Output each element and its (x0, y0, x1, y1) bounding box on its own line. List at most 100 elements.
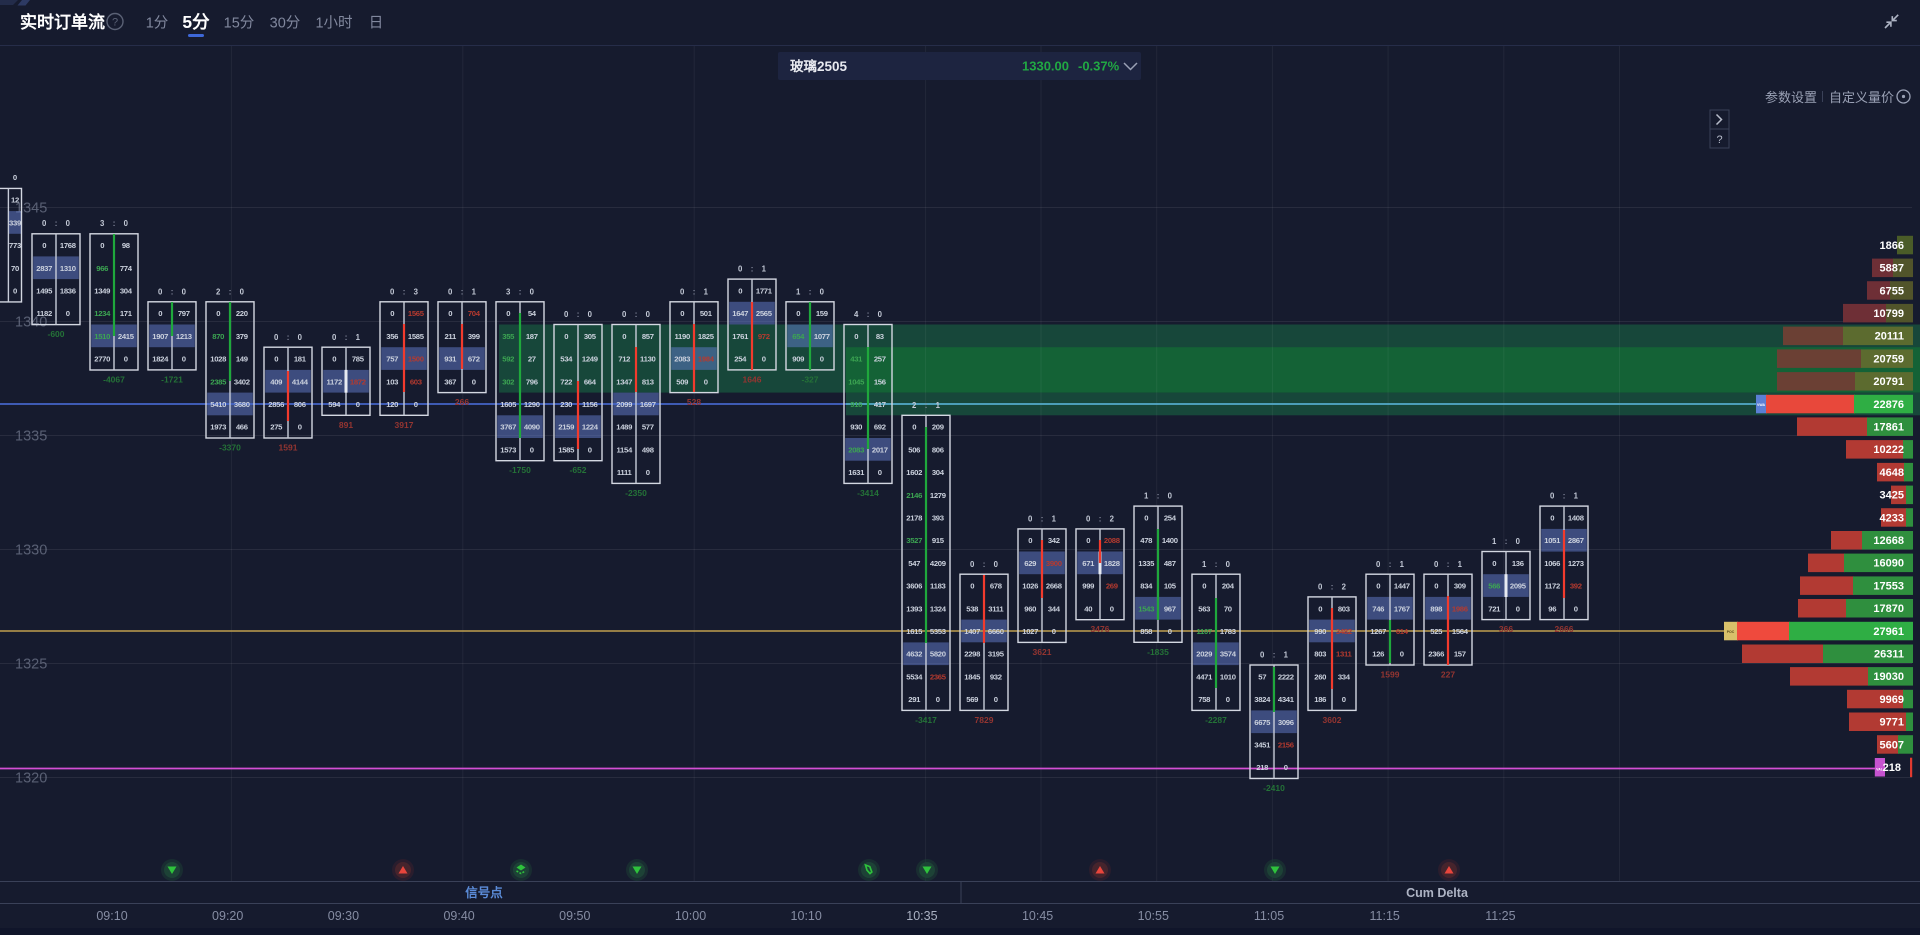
svg-text:4144: 4144 (292, 377, 309, 386)
svg-text:10:55: 10:55 (1138, 909, 1169, 923)
svg-text:3602: 3602 (1323, 715, 1342, 725)
svg-text:0: 0 (1318, 582, 1323, 591)
svg-text:664: 664 (584, 377, 597, 386)
svg-text:990: 990 (1314, 627, 1326, 636)
svg-text:26311: 26311 (1874, 649, 1904, 661)
svg-text:834: 834 (1140, 582, 1153, 591)
svg-text:20759: 20759 (1873, 353, 1904, 365)
svg-text:1573: 1573 (500, 445, 516, 454)
svg-text:257: 257 (874, 355, 886, 364)
svg-text::: : (983, 560, 986, 569)
svg-text:6675: 6675 (1254, 718, 1271, 727)
svg-text:10:45: 10:45 (1022, 909, 1053, 923)
svg-text::: : (1331, 582, 1334, 591)
svg-text:2083: 2083 (674, 355, 690, 364)
svg-text:0: 0 (796, 309, 800, 318)
svg-text:0: 0 (124, 219, 129, 228)
svg-text:4632: 4632 (906, 650, 922, 659)
svg-text:1051: 1051 (1544, 536, 1561, 545)
svg-text:466: 466 (236, 423, 248, 432)
svg-text:1: 1 (1202, 560, 1207, 569)
svg-text:1564: 1564 (1452, 627, 1469, 636)
svg-text:5410: 5410 (210, 400, 226, 409)
svg-text::: : (925, 401, 928, 410)
svg-text:9771: 9771 (1880, 717, 1904, 729)
svg-text:0: 0 (1318, 604, 1322, 613)
svg-text:1631: 1631 (848, 468, 865, 477)
svg-text:0: 0 (738, 265, 743, 274)
svg-text:1279: 1279 (930, 491, 946, 500)
svg-text::: : (635, 310, 638, 319)
svg-text:1: 1 (1144, 492, 1149, 501)
svg-text:773: 773 (9, 241, 21, 250)
svg-text:0: 0 (414, 400, 418, 409)
svg-text:-3370: -3370 (219, 443, 241, 453)
svg-text:0: 0 (298, 333, 303, 342)
svg-text:0: 0 (298, 423, 302, 432)
svg-text:1585: 1585 (558, 445, 575, 454)
svg-text:40: 40 (1084, 604, 1092, 613)
svg-text:0: 0 (1226, 560, 1231, 569)
svg-text:478: 478 (1140, 536, 1153, 545)
svg-text:0: 0 (182, 287, 187, 296)
svg-text:3: 3 (414, 287, 419, 296)
svg-text:1602: 1602 (906, 468, 922, 477)
svg-text:5分: 5分 (182, 12, 210, 32)
svg-text:547: 547 (908, 559, 920, 568)
svg-text:5887: 5887 (1880, 263, 1904, 275)
svg-text:1646: 1646 (743, 375, 762, 385)
svg-text:797: 797 (178, 309, 190, 318)
svg-text:-3414: -3414 (857, 488, 879, 498)
svg-text:0: 0 (13, 173, 17, 182)
svg-text:70: 70 (1224, 604, 1232, 613)
svg-text:3606: 3606 (906, 582, 922, 591)
svg-text:2088: 2088 (1104, 536, 1121, 545)
svg-text:594: 594 (328, 400, 341, 409)
svg-text:-2287: -2287 (1205, 715, 1227, 725)
svg-text:592: 592 (502, 355, 514, 364)
svg-text:227: 227 (1441, 670, 1455, 680)
svg-text::: : (693, 287, 696, 296)
svg-text:1: 1 (1284, 651, 1289, 660)
svg-text:-2350: -2350 (625, 488, 647, 498)
svg-text:4233: 4233 (1880, 512, 1904, 524)
svg-text::: : (1041, 514, 1044, 523)
svg-text:803: 803 (1338, 604, 1350, 613)
svg-text:4648: 4648 (1880, 467, 1904, 479)
svg-text:1156: 1156 (582, 400, 598, 409)
svg-text:0: 0 (912, 423, 916, 432)
svg-text:269: 269 (1106, 582, 1118, 591)
svg-text:2099: 2099 (616, 400, 632, 409)
svg-text:0: 0 (1168, 492, 1173, 501)
svg-text:392: 392 (1570, 582, 1582, 591)
svg-text:15分: 15分 (224, 15, 255, 32)
svg-text:3574: 3574 (1220, 650, 1237, 659)
svg-text:5534: 5534 (906, 672, 923, 681)
svg-text:实时订单流: 实时订单流 (20, 12, 105, 32)
svg-text:218: 218 (1256, 763, 1269, 772)
svg-text:1845: 1845 (964, 672, 981, 681)
svg-text:218: 218 (1883, 762, 1901, 774)
svg-text:2565: 2565 (756, 309, 773, 318)
svg-text:自定义量价: 自定义量价 (1829, 90, 1894, 105)
svg-text:0: 0 (530, 287, 535, 296)
svg-text:玻璃2505: 玻璃2505 (790, 58, 848, 74)
svg-text:291: 291 (908, 695, 921, 704)
svg-text:-1721: -1721 (161, 375, 183, 385)
svg-text::: : (577, 310, 580, 319)
svg-text:6660: 6660 (988, 627, 1004, 636)
svg-text:1290: 1290 (524, 400, 540, 409)
svg-text:721: 721 (1488, 604, 1501, 613)
svg-text:393: 393 (932, 514, 944, 523)
svg-text:1: 1 (1492, 537, 1497, 546)
svg-text:20791: 20791 (1873, 376, 1904, 388)
svg-text:0: 0 (1086, 514, 1091, 523)
svg-text:57: 57 (1258, 672, 1266, 681)
svg-text:1: 1 (762, 265, 767, 274)
svg-text::: : (809, 287, 812, 296)
svg-text:1182: 1182 (36, 309, 52, 318)
svg-text:0: 0 (646, 468, 650, 477)
svg-text:2298: 2298 (964, 650, 981, 659)
svg-text:136: 136 (1512, 559, 1524, 568)
svg-text:0: 0 (1086, 536, 1090, 545)
